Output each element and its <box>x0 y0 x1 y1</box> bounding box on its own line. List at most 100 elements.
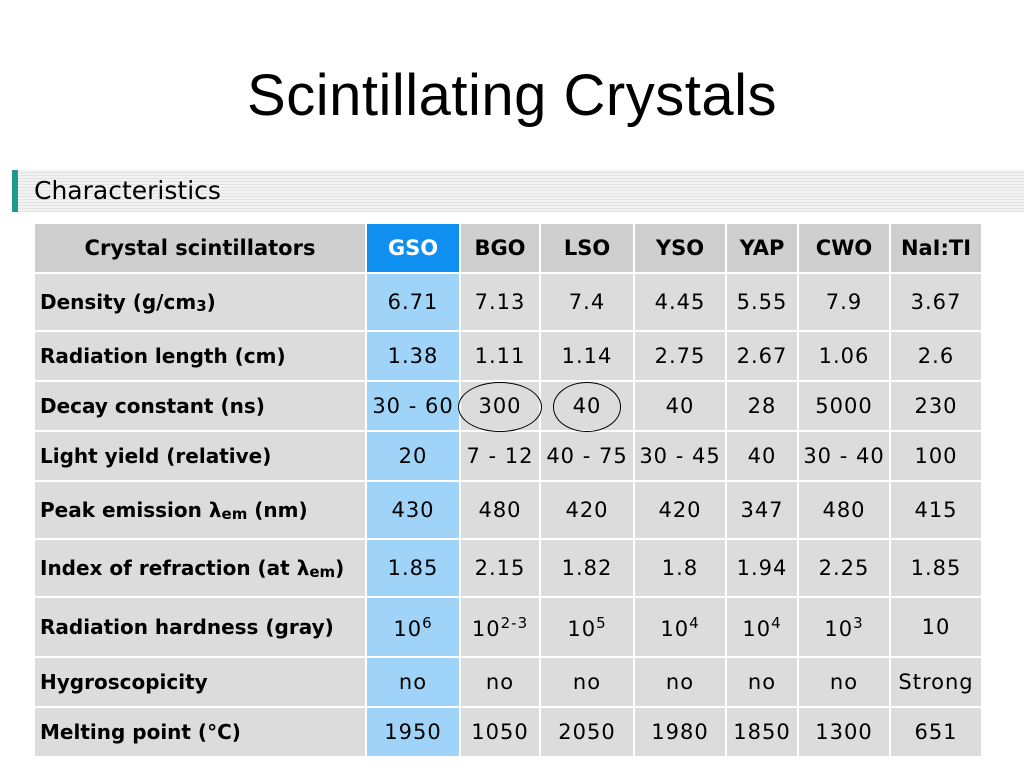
table-row: Radiation hardness (gray) 106 102-3 105 104 1… <box>35 598 981 656</box>
row-label-text: Melting point (°C) <box>40 720 241 744</box>
table-cell: 1850 <box>727 708 797 756</box>
cell-value-wrap: 430 <box>391 498 434 522</box>
cell-value: 28 <box>747 394 777 418</box>
table-cell: 40 <box>635 382 725 430</box>
table-cell: 1.11 <box>461 332 539 380</box>
table-cell: 7.13 <box>461 274 539 330</box>
cell-value: 7.13 <box>474 290 526 314</box>
table-cell: 1.06 <box>799 332 889 380</box>
table-cell: 430 <box>367 482 459 538</box>
table-cell: 1950 <box>367 708 459 756</box>
cell-value: 40 - 75 <box>546 444 628 468</box>
table-cell: 300 <box>458 382 542 432</box>
cell-value-wrap: 2.67 <box>737 344 788 368</box>
cell-value-wrap: 5000 <box>815 394 872 418</box>
row-label-subscript: em <box>221 504 248 523</box>
cell-value: 420 <box>565 498 609 522</box>
cell-value: 2.15 <box>474 556 526 580</box>
cell-value-wrap: 6.71 <box>388 290 439 314</box>
cell-value: 1.11 <box>474 344 526 368</box>
row-label-suffix: ) <box>335 555 345 580</box>
cell-value-wrap: 30 - 45 <box>639 444 720 468</box>
row-label: Decay constant (ns) <box>35 382 365 430</box>
cell-value: 1300 <box>815 720 873 744</box>
table-cell: 1.38 <box>367 332 459 380</box>
cell-value: 3.67 <box>910 290 962 314</box>
cell-value: 2.25 <box>818 556 870 580</box>
column-header-bgo: BGO <box>461 224 539 272</box>
cell-value: 30 - 60 <box>372 394 454 418</box>
cell-value: 480 <box>478 498 522 522</box>
cell-value: 40 <box>747 444 777 468</box>
table-cell: 1.14 <box>541 332 633 380</box>
cell-value-wrap: no <box>486 670 514 694</box>
cell-value: 10 <box>921 615 951 639</box>
cell-value-wrap: 1.85 <box>388 556 439 580</box>
cell-value: 1980 <box>651 720 709 744</box>
table-header-row: Crystal scintillators GSO BGO LSO YSO YA… <box>35 224 981 272</box>
section-label: Characteristics <box>34 176 221 205</box>
cell-value: no <box>665 670 695 694</box>
cell-value-wrap: 651 <box>914 720 957 744</box>
cell-value: 2.6 <box>917 344 955 368</box>
table-cell: 415 <box>891 482 981 538</box>
table-cell: 5.55 <box>727 274 797 330</box>
cell-value-wrap: no <box>666 670 694 694</box>
crystal-properties-table: Crystal scintillators GSO BGO LSO YSO YA… <box>33 222 983 758</box>
table-cell: 103 <box>799 598 889 656</box>
cell-value: 420 <box>658 498 702 522</box>
row-label: Melting point (°C) <box>35 708 365 756</box>
cell-value-exponent: 3 <box>853 613 864 632</box>
cell-value-wrap: 415 <box>914 498 957 522</box>
table-row: Light yield (relative) 20 7 - 12 40 - 75 30 … <box>35 432 981 480</box>
row-label-text: Hygroscopicity <box>40 670 208 694</box>
row-label-text: Peak emission λ <box>40 497 222 522</box>
cell-value: no <box>572 670 602 694</box>
row-label-text: Radiation hardness (gray) <box>40 615 334 639</box>
cell-value: Strong <box>898 670 974 694</box>
table-cell: 230 <box>891 382 981 430</box>
cell-value-wrap: 1.94 <box>737 556 788 580</box>
table-cell: 104 <box>635 598 725 656</box>
corner-header: Crystal scintillators <box>35 224 365 272</box>
cell-value-wrap: 40 - 75 <box>546 444 627 468</box>
cell-value-exponent: 2-3 <box>500 613 529 632</box>
cell-value: 1.14 <box>561 344 613 368</box>
table-cell: 40 <box>541 382 633 432</box>
cell-value: 6.71 <box>387 290 439 314</box>
table-row: Hygroscopicity no no no no no no Strong <box>35 658 981 706</box>
cell-value: 2.67 <box>736 344 788 368</box>
cell-value-exponent: 5 <box>596 613 607 632</box>
table-cell: 105 <box>541 598 633 656</box>
cell-value-wrap: 420 <box>658 498 701 522</box>
table-row: Radiation length (cm) 1.38 1.11 1.14 2.75 2.6… <box>35 332 981 380</box>
table-cell: 40 - 75 <box>541 432 633 480</box>
cell-value-exponent: 4 <box>771 613 782 632</box>
cell-value-wrap: 103 <box>824 614 863 641</box>
table-cell: 40 <box>727 432 797 480</box>
cell-value-wrap: 2.75 <box>655 344 706 368</box>
cell-value: 7 - 12 <box>466 444 534 468</box>
cell-value-wrap: no <box>573 670 601 694</box>
cell-value: 10 <box>471 616 501 641</box>
table-row: Melting point (°C) 1950 1050 2050 1980 1850 13… <box>35 708 981 756</box>
row-label-text: Radiation length (cm) <box>40 344 286 368</box>
cell-value: 1.8 <box>661 556 699 580</box>
cell-value: 30 - 40 <box>803 444 885 468</box>
row-label-subscript: em <box>309 562 336 581</box>
cell-value: 300 <box>478 394 522 418</box>
table-cell: 420 <box>635 482 725 538</box>
column-header-nai: NaI:TI <box>891 224 981 272</box>
cell-value: 1050 <box>471 720 529 744</box>
cell-value-wrap: 1.85 <box>911 556 962 580</box>
cell-value: no <box>747 670 777 694</box>
cell-value-wrap: 106 <box>393 614 432 641</box>
cell-value-wrap: no <box>830 670 858 694</box>
row-label-text: Index of refraction (at λ <box>40 555 310 580</box>
cell-value: 10 <box>660 616 690 641</box>
cell-value-wrap: 104 <box>742 614 781 641</box>
cell-value: 2.75 <box>654 344 706 368</box>
row-label: Density (g/cm3) <box>35 274 365 330</box>
row-label: Index of refraction (at λem) <box>35 540 365 596</box>
cell-value: 10 <box>742 616 772 641</box>
